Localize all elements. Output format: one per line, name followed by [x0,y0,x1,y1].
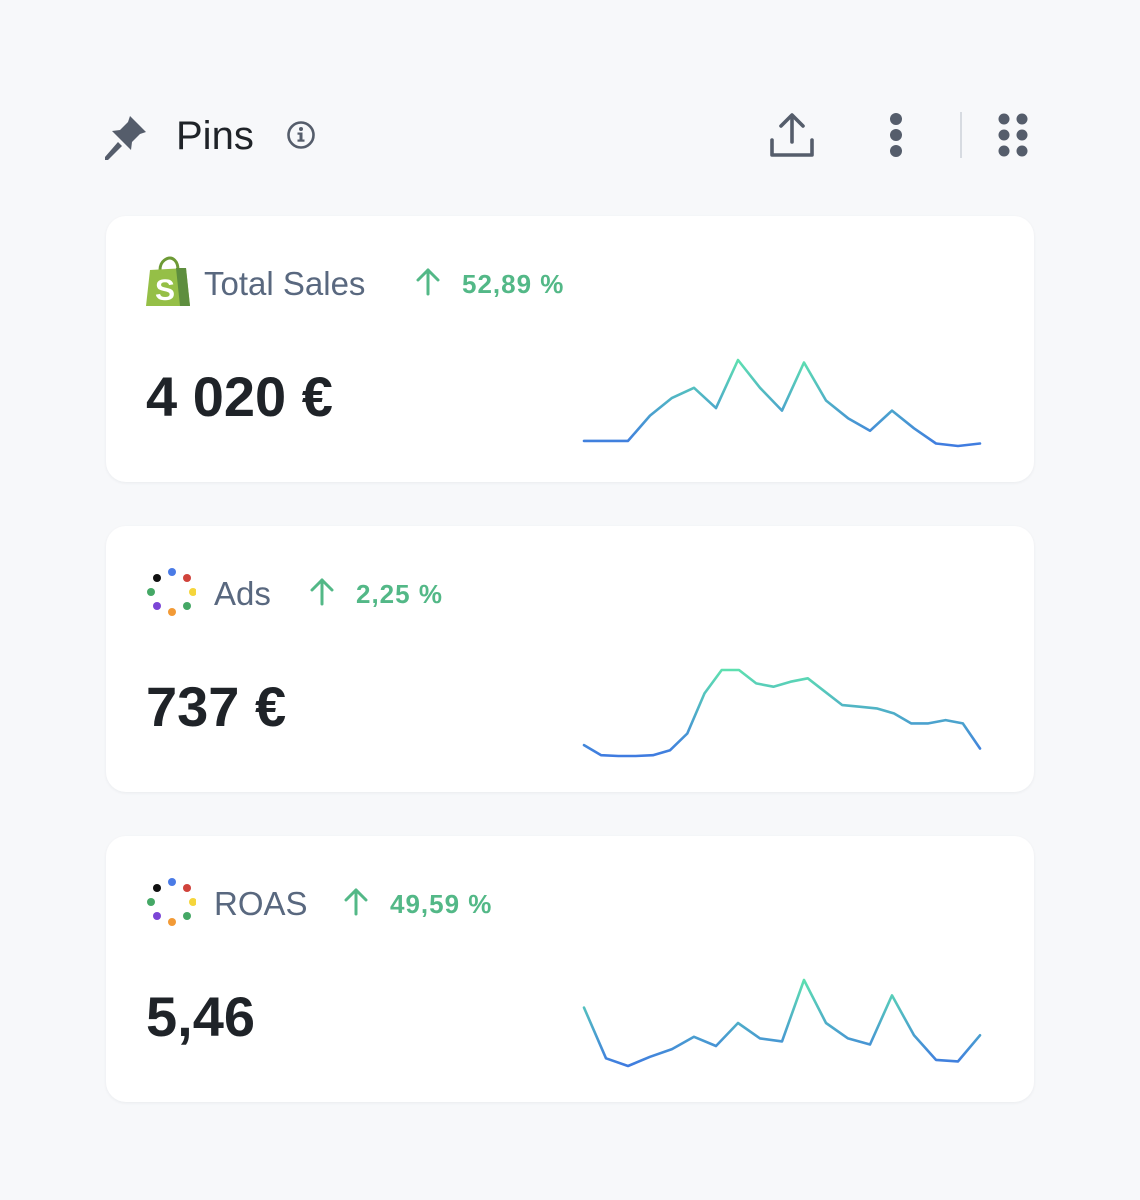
info-icon[interactable] [286,120,316,150]
card-label: Total Sales [204,265,366,302]
drag-grid-icon[interactable] [996,112,1030,158]
share-icon[interactable] [768,110,816,160]
more-vertical-icon[interactable] [882,112,910,158]
card-label: Ads [214,575,271,612]
sparkline-chart [582,978,982,1068]
sparkline-chart [582,668,982,758]
pin-card-total-sales[interactable]: S Total Sales 52,89 % 4 020 € [106,216,1034,482]
sparkline-line [582,978,982,1068]
ads-dots-icon [147,878,196,926]
metric-value: 4 020 € [146,365,333,428]
sparkline-chart [582,358,982,448]
sparkline-line [582,358,982,448]
pins-header: Pins [104,108,1034,164]
trend-percentage: 49,59 % [390,889,493,919]
page-title: Pins [176,114,254,158]
metric-value: 737 € [146,675,287,738]
shopify-icon: S [146,256,190,307]
trend-percentage: 52,89 % [462,269,565,299]
pin-icon [105,116,146,160]
sparkline-line [582,668,982,758]
card-label: ROAS [214,885,308,922]
svg-text:S: S [155,274,175,307]
ads-dots-icon [147,568,196,616]
arrow-up-icon [416,268,440,296]
trend-percentage: 2,25 % [356,579,443,609]
pin-card-roas[interactable]: ROAS 49,59 % 5,46 [106,836,1034,1102]
arrow-up-icon [310,578,334,606]
header-divider [960,112,962,158]
pin-card-ads[interactable]: Ads 2,25 % 737 € [106,526,1034,792]
arrow-up-icon [344,888,368,916]
metric-value: 5,46 [146,985,255,1048]
